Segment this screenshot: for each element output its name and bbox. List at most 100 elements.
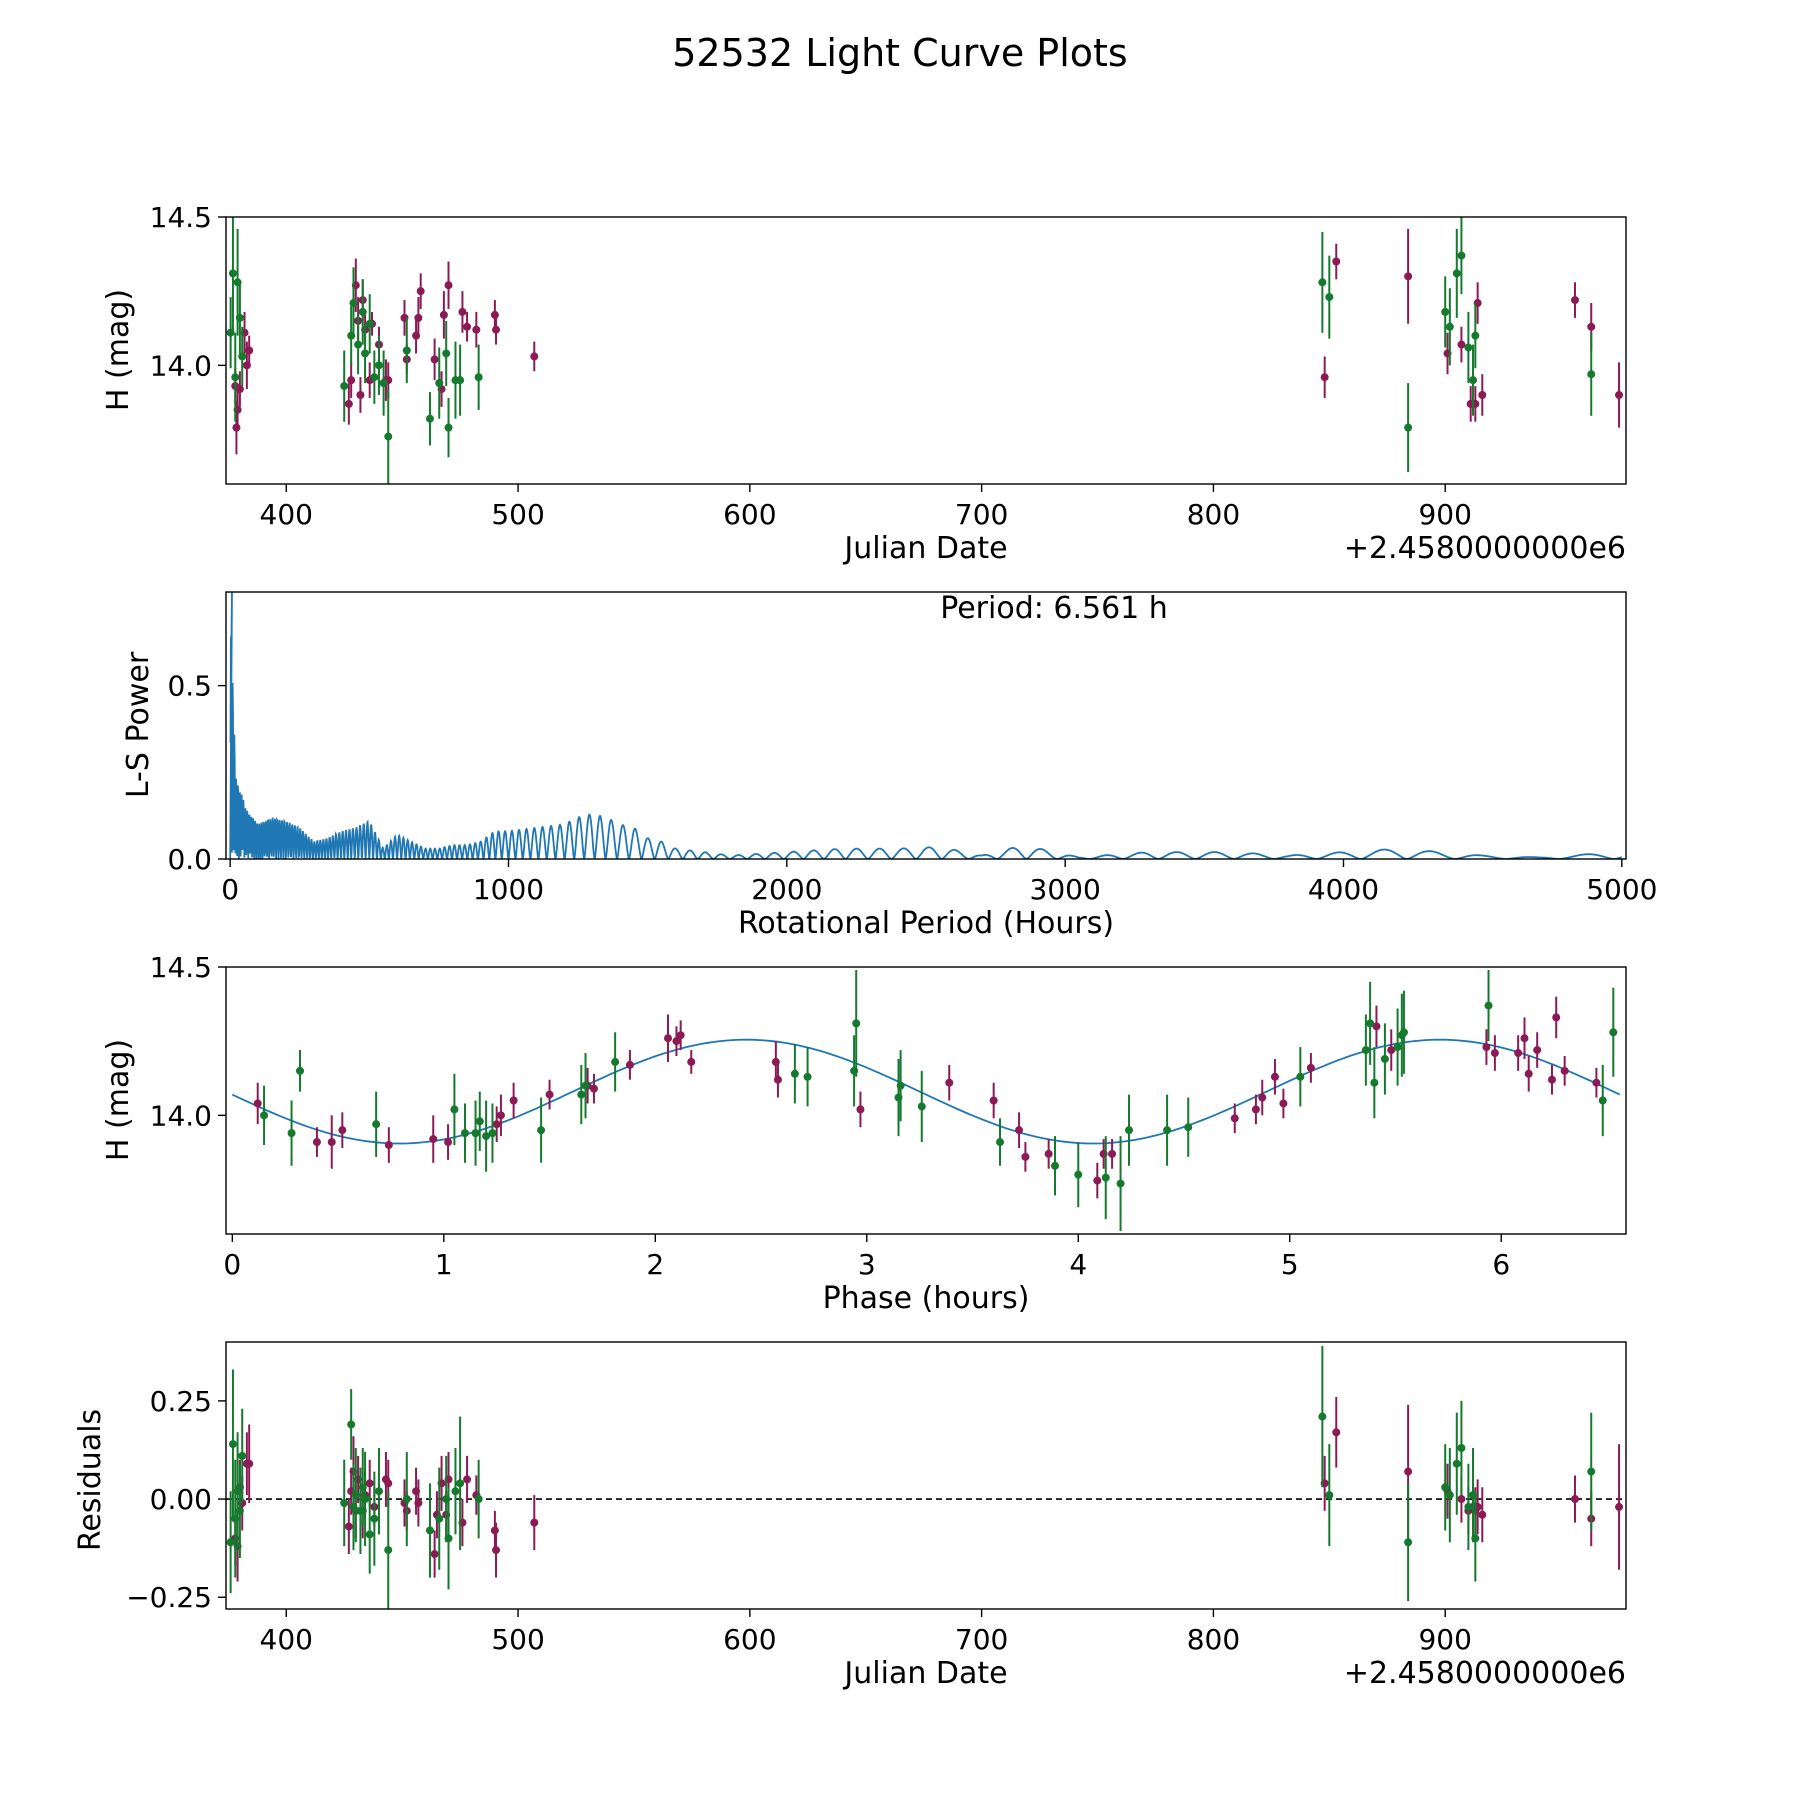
- data-point: [238, 1451, 247, 1460]
- data-point: [537, 1126, 546, 1135]
- data-point: [384, 1546, 393, 1555]
- data-point: [496, 1111, 505, 1120]
- data-point: [1372, 1022, 1381, 1031]
- data-point: [463, 1475, 472, 1484]
- x-tick-label: 4000: [1308, 873, 1379, 906]
- panel-phase-folded: 0 1 2 3 4 5 6 14.0 14.5 Phase (hours) H (mag): [101, 951, 1627, 1316]
- data-point: [545, 1090, 554, 1099]
- data-point: [1074, 1170, 1083, 1179]
- data-point: [1021, 1152, 1030, 1161]
- data-point: [530, 1518, 539, 1527]
- data-point: [402, 346, 411, 355]
- data-point: [356, 391, 365, 399]
- data-point: [444, 1138, 453, 1147]
- data-point: [1457, 1495, 1466, 1504]
- periodogram-frame: [225, 591, 1627, 860]
- data-point: [226, 1538, 235, 1547]
- data-point: [676, 1031, 685, 1040]
- data-point: [1015, 1126, 1024, 1135]
- data-point: [1482, 1043, 1491, 1052]
- x-tick-label: 600: [723, 498, 776, 531]
- data-point: [1184, 1123, 1193, 1132]
- data-point: [228, 1440, 237, 1449]
- data-point: [663, 1034, 672, 1043]
- data-point: [1051, 1161, 1060, 1170]
- data-point: [1484, 1001, 1493, 1010]
- data-point: [287, 1129, 296, 1138]
- data-point: [1615, 1502, 1624, 1511]
- data-point: [354, 340, 363, 349]
- data-point: [460, 1129, 469, 1138]
- residuals-x-label: Julian Date: [842, 1656, 1007, 1691]
- data-point: [344, 1522, 353, 1531]
- data-point: [474, 373, 483, 382]
- data-point: [1279, 1099, 1288, 1108]
- data-point: [344, 399, 353, 408]
- y-tick-label: 0.0: [167, 843, 212, 876]
- data-point: [996, 1138, 1005, 1147]
- data-point: [1587, 322, 1596, 331]
- data-point: [1471, 1534, 1480, 1543]
- data-point: [490, 1526, 499, 1535]
- light-curve-x-ticks: 400 500 600 700 800 900: [260, 484, 1472, 531]
- data-point: [773, 1075, 782, 1084]
- data-point: [577, 1090, 586, 1099]
- data-point: [852, 1019, 861, 1028]
- data-point: [625, 1060, 634, 1069]
- data-point: [1445, 322, 1454, 331]
- data-point: [442, 349, 451, 358]
- data-point: [1571, 1495, 1580, 1504]
- x-tick-label: 900: [1418, 1623, 1471, 1656]
- data-point: [425, 414, 434, 423]
- data-point: [456, 1479, 465, 1488]
- x-tick-label: 0: [223, 1248, 241, 1281]
- data-point: [581, 1081, 590, 1090]
- data-point: [365, 319, 374, 328]
- x-tick-label: 700: [955, 498, 1008, 531]
- x-tick-label: 400: [260, 498, 313, 531]
- light-curve-frame: [225, 216, 1627, 485]
- data-point: [1318, 278, 1327, 287]
- residuals-x-offset: +2.4580000000e6: [1344, 1656, 1626, 1691]
- data-point: [472, 325, 481, 334]
- residuals-y-ticks: −0.25 0.00 0.25: [126, 1385, 226, 1614]
- period-annotation: Period: 6.561 h: [940, 591, 1168, 626]
- data-point: [430, 1550, 439, 1559]
- data-point: [1445, 1491, 1454, 1500]
- data-point: [296, 1066, 305, 1075]
- data-point: [1457, 251, 1466, 260]
- y-tick-label: 0.25: [150, 1385, 212, 1418]
- y-tick-label: 0.00: [150, 1483, 212, 1516]
- data-point: [444, 423, 453, 432]
- data-point: [1464, 1502, 1473, 1511]
- data-point: [1471, 331, 1480, 340]
- y-tick-label: −0.25: [126, 1581, 212, 1614]
- x-tick-label: 1000: [473, 873, 544, 906]
- x-tick-label: 800: [1187, 1623, 1240, 1656]
- data-point: [1258, 1093, 1267, 1102]
- data-point: [1441, 1483, 1450, 1492]
- data-point: [1318, 1412, 1327, 1421]
- data-point: [1469, 376, 1478, 385]
- data-point: [338, 1126, 347, 1135]
- x-tick-label: 500: [491, 498, 544, 531]
- periodogram-x-ticks: 0 1000 2000 3000 4000 5000: [221, 859, 1657, 906]
- data-point: [1093, 1176, 1102, 1185]
- x-tick-label: 500: [491, 1623, 544, 1656]
- x-tick-label: 3: [858, 1248, 876, 1281]
- light-curve-x-label: Julian Date: [842, 531, 1007, 566]
- data-point: [1044, 1149, 1053, 1158]
- x-tick-label: 6: [1492, 1248, 1510, 1281]
- data-point: [435, 379, 444, 388]
- x-tick-label: 700: [955, 1623, 1008, 1656]
- data-point: [235, 313, 244, 322]
- data-point: [1520, 1034, 1529, 1043]
- data-point: [687, 1057, 696, 1066]
- data-point: [347, 376, 356, 385]
- data-point: [989, 1096, 998, 1105]
- panel-residuals: 400 500 600 700 800 900 −0.25 0.00 0.25 Julian …: [73, 1341, 1627, 1691]
- data-point: [475, 1117, 484, 1126]
- data-point: [228, 269, 237, 278]
- data-point: [429, 1135, 438, 1144]
